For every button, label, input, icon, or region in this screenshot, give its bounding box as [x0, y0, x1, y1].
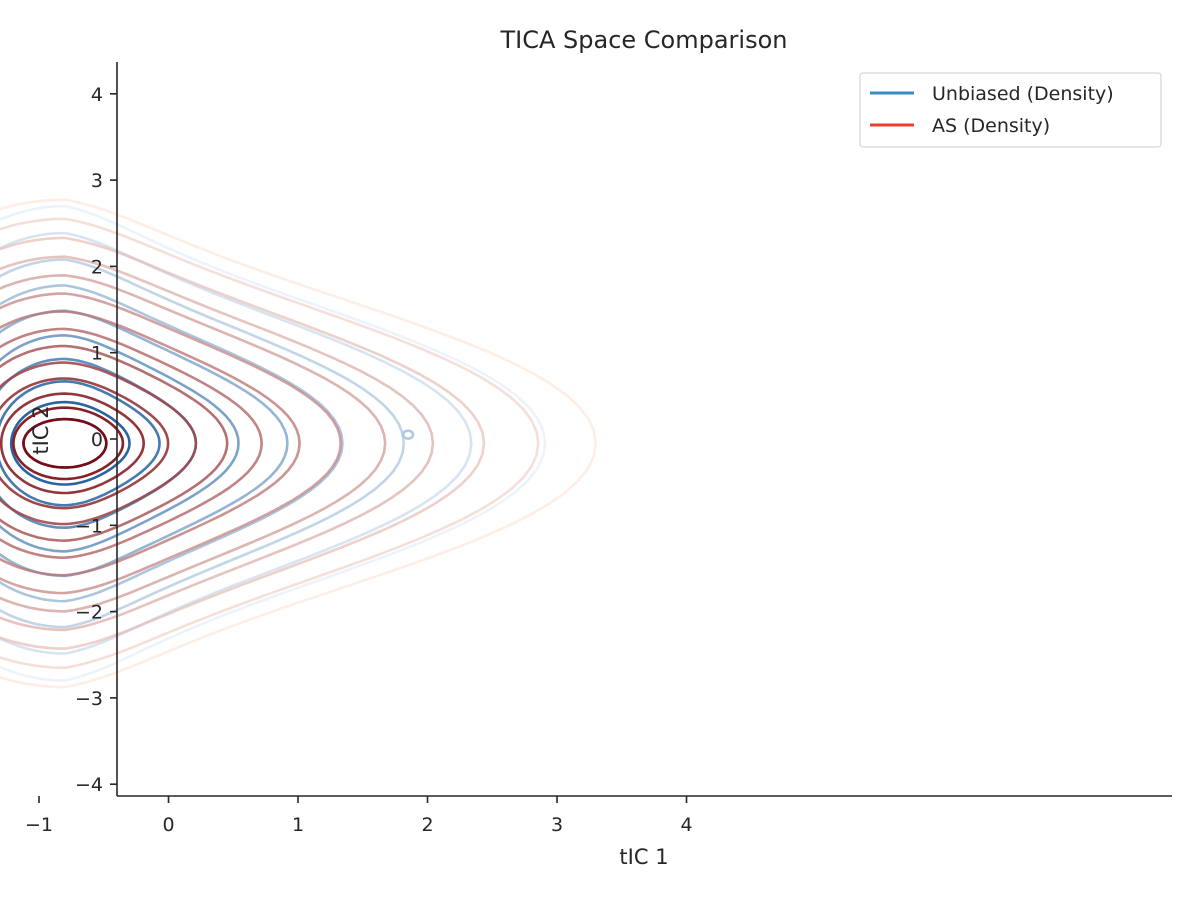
x-tick-label: 0: [162, 814, 174, 836]
y-tick-label: 4: [91, 84, 103, 106]
y-tick-label: −4: [75, 774, 103, 796]
unbiased-density-contour: [0, 333, 240, 553]
as-density-contour: [0, 198, 598, 689]
y-tick-label: −1: [75, 515, 103, 537]
as-density-contour: [0, 392, 146, 495]
unbiased-density-contour: [0, 309, 289, 578]
x-tick-label: −1: [25, 814, 53, 836]
y-tick-label: 0: [91, 429, 103, 451]
legend-label-unbiased: Unbiased (Density): [932, 83, 1114, 105]
as-density-contour: [0, 344, 229, 543]
unbiased-density-contour: [0, 258, 406, 629]
as-density-contour: [0, 377, 170, 510]
as-density-contour: [0, 361, 198, 526]
y-tick-label: 2: [91, 256, 103, 278]
unbiased-density-contour: [9, 400, 131, 486]
y-axis-label: tIC 2: [29, 405, 53, 454]
legend-box: [859, 72, 1162, 148]
unbiased-density-contour: [0, 284, 344, 603]
legend: Unbiased (Density) AS (Density): [859, 72, 1162, 148]
as-density-contour: [0, 236, 486, 651]
as-density-contour: [0, 273, 387, 613]
as-density-contour: [0, 310, 301, 577]
legend-label-as: AS (Density): [932, 115, 1050, 137]
as-density-contour: [0, 255, 435, 632]
unbiased-secondary-mode-contour: [401, 429, 415, 440]
y-tick-label: −3: [75, 688, 103, 710]
y-tick-label: 3: [91, 170, 103, 192]
chart-title: TICA Space Comparison: [499, 26, 787, 54]
x-tick-label: 4: [680, 814, 692, 836]
unbiased-density-contour: [0, 357, 198, 530]
x-tick-label: 2: [421, 814, 433, 836]
as-density-contour: [22, 417, 108, 469]
x-tick-label: 1: [292, 814, 304, 836]
y-tick-label: 1: [91, 343, 103, 365]
contour-layer: [0, 198, 598, 689]
x-axis-label: tIC 1: [619, 845, 668, 869]
as-density-contour: [0, 292, 343, 595]
unbiased-density-contour: [0, 231, 473, 655]
x-tick-label: 3: [551, 814, 563, 836]
unbiased-density-contour: [0, 379, 161, 507]
as-density-contour: [0, 217, 540, 670]
as-density-contour: [0, 327, 264, 560]
as-density-contour: [12, 406, 125, 481]
unbiased-density-contour: [0, 204, 547, 682]
y-tick-label: −2: [75, 602, 103, 624]
